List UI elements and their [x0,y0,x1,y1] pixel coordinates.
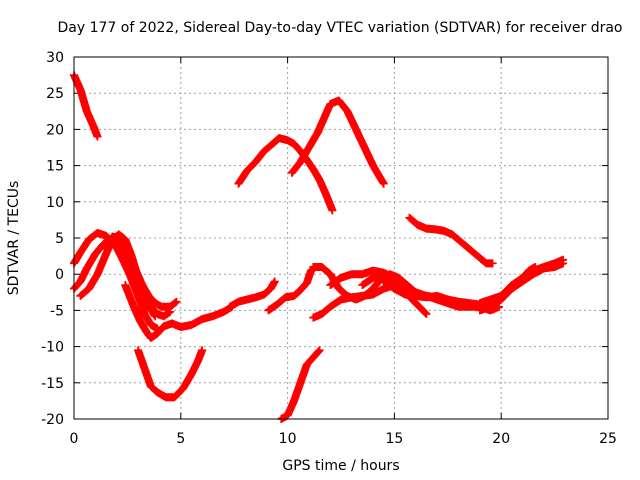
series-arc-r [405,213,497,268]
series-arc-u [475,262,540,315]
data-point [559,255,568,264]
y-tick-label: 20 [46,122,64,138]
x-tick-labels: 0 5 10 15 20 25 [70,431,617,447]
chart-title: Day 177 of 2022, Sidereal Day-to-day VTE… [57,20,622,36]
series-arc-a [70,71,102,141]
y-tick-label: -20 [41,412,64,428]
y-tick-label: -15 [41,376,64,392]
data-point [328,206,337,215]
plot-frame [73,56,609,420]
y-tick-label: 0 [55,267,64,283]
x-tick-label: 0 [70,431,79,447]
y-tick-label: 15 [46,159,64,175]
x-tick-label: 25 [599,431,617,447]
y-tick-label: 30 [46,50,64,66]
data-point [488,259,497,268]
x-axis-title: GPS time / hours [282,458,399,474]
data-point [171,298,180,307]
y-tick-label: 10 [46,195,64,211]
data-point [531,262,540,271]
series-arc-f [121,281,237,342]
y-tick-label: 25 [46,86,64,102]
data-point [421,309,430,318]
data-point [198,346,207,355]
y-tick-label: -10 [41,340,64,356]
data-point [422,310,431,319]
data-points [70,71,568,423]
y-axis-title: SDTVAR / TECUs [6,181,22,296]
data-point [315,346,324,355]
series-arc-g [225,277,279,311]
y-tick-label: -5 [50,303,64,319]
y-tick-labels: -20 -15 -10 -5 0 5 10 15 20 25 30 [41,50,64,428]
series-arc-l [277,346,324,423]
x-tick-label: 10 [279,431,297,447]
grid [74,57,608,419]
y-tick-label: 5 [55,231,64,247]
x-tick-label: 20 [492,431,510,447]
data-point [93,132,102,141]
data-point [270,277,279,286]
series-arc-e [102,232,181,311]
series-arc-h [134,346,207,402]
data-point [379,179,388,188]
series-arc-j [287,96,388,188]
x-tick-label: 15 [385,431,403,447]
series-arc-i [234,134,337,215]
data-point [172,297,181,306]
data-point [314,347,323,356]
x-tick-label: 5 [176,431,185,447]
series-arc-k [264,262,320,315]
